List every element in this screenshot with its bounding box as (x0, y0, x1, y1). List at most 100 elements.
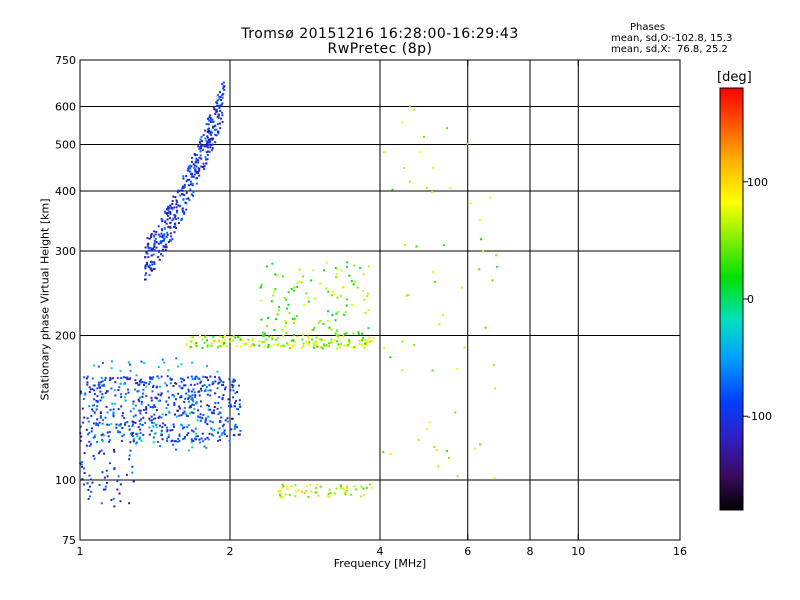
data-point (174, 448, 177, 451)
data-point (183, 406, 186, 409)
data-point (152, 376, 155, 379)
data-point (202, 134, 205, 137)
data-point (260, 318, 263, 321)
data-point (155, 386, 158, 389)
data-point (335, 347, 338, 350)
data-point (167, 436, 170, 439)
data-point (290, 287, 293, 290)
data-point (124, 399, 127, 402)
data-point (210, 149, 213, 152)
data-point (200, 144, 203, 147)
data-point (141, 395, 144, 398)
data-point (167, 225, 170, 228)
data-point (219, 345, 222, 348)
data-point (278, 492, 281, 495)
x-tick-label: 16 (673, 545, 687, 558)
data-point (214, 340, 216, 343)
data-point (207, 415, 210, 418)
data-point (367, 292, 369, 295)
data-point (221, 397, 224, 400)
data-point (326, 319, 329, 322)
data-point (214, 380, 217, 383)
data-point (389, 453, 392, 455)
data-point (319, 338, 322, 341)
data-point (208, 150, 211, 153)
data-point (251, 339, 254, 342)
data-point (167, 369, 170, 372)
data-point (323, 269, 325, 272)
data-point (80, 463, 83, 466)
data-point (116, 488, 119, 491)
data-point (166, 437, 169, 440)
data-point (203, 445, 206, 448)
data-point (312, 342, 315, 345)
data-point (367, 327, 370, 330)
data-point (138, 396, 141, 399)
data-point (294, 495, 297, 498)
data-point (357, 332, 360, 335)
data-point (132, 480, 135, 483)
data-point (197, 145, 200, 148)
data-point (179, 189, 182, 192)
data-point (219, 127, 222, 130)
data-point (200, 147, 202, 150)
data-point (199, 154, 202, 157)
data-point (194, 343, 197, 346)
data-point (152, 441, 155, 444)
data-point (171, 200, 174, 202)
data-point (292, 339, 295, 341)
data-point (174, 413, 176, 416)
data-point (288, 347, 291, 350)
data-point (286, 488, 289, 491)
data-point (153, 262, 156, 265)
data-point (119, 425, 122, 428)
data-point (320, 346, 323, 349)
data-point (223, 431, 226, 434)
data-point (187, 390, 190, 393)
data-point (282, 334, 285, 337)
data-point (211, 411, 214, 414)
data-point (178, 439, 181, 442)
data-point (218, 376, 221, 379)
data-point (152, 235, 155, 238)
data-point (276, 274, 279, 277)
data-point (222, 87, 225, 90)
data-point (189, 188, 192, 191)
data-point (160, 429, 163, 432)
data-point (194, 168, 197, 171)
data-point (195, 345, 198, 348)
data-point (180, 363, 183, 366)
data-point (187, 424, 190, 426)
data-point (189, 170, 192, 173)
data-point (153, 249, 156, 252)
data-point (114, 394, 117, 397)
data-point (173, 395, 176, 398)
data-point (173, 440, 176, 443)
data-point (150, 269, 153, 272)
data-point (165, 235, 168, 238)
data-point (181, 208, 184, 211)
data-point (204, 335, 206, 338)
data-point (175, 203, 178, 206)
data-point (182, 177, 185, 180)
data-point (210, 427, 213, 430)
data-point (157, 233, 160, 236)
data-point (283, 344, 286, 347)
data-point (211, 121, 214, 123)
data-point (286, 307, 288, 310)
data-point (150, 267, 153, 270)
data-point (335, 334, 338, 337)
data-point (129, 369, 132, 372)
data-point (232, 380, 235, 383)
data-point (136, 390, 139, 393)
data-point (101, 384, 104, 387)
data-point (171, 439, 174, 442)
data-point (176, 209, 179, 212)
data-point (99, 390, 102, 393)
data-point (195, 170, 198, 173)
data-point (88, 405, 91, 408)
data-point (171, 208, 174, 211)
data-point (239, 429, 242, 432)
data-point (437, 465, 440, 468)
data-point (157, 225, 160, 228)
